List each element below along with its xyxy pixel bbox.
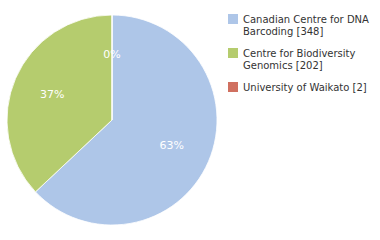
legend-swatch: [228, 82, 238, 92]
legend-label: University of Waikato [2]: [243, 82, 367, 93]
legend-item: Centre for BiodiversityGenomics [202]: [228, 48, 356, 71]
pie-slice: [7, 15, 112, 192]
legend-label: Canadian Centre for DNABarcoding [348]: [243, 14, 369, 37]
legend-swatch: [228, 48, 238, 58]
pie-slice: [112, 15, 113, 120]
legend-item: University of Waikato [2]: [228, 82, 367, 93]
pie: [7, 15, 217, 225]
legend-swatch: [228, 14, 238, 24]
legend: Canadian Centre for DNABarcoding [348] Ce…: [228, 14, 369, 93]
chart: 63% 37% 0% Canadian Centre for DNABarcoding…: [0, 0, 380, 240]
legend-item: Canadian Centre for DNABarcoding [348]: [228, 14, 369, 37]
data-labels: 63% 37% 0%: [40, 48, 184, 152]
legend-label: Centre for BiodiversityGenomics [202]: [243, 48, 356, 71]
data-label: 0%: [103, 48, 120, 61]
data-label: 37%: [40, 88, 64, 101]
data-label: 63%: [160, 139, 184, 152]
